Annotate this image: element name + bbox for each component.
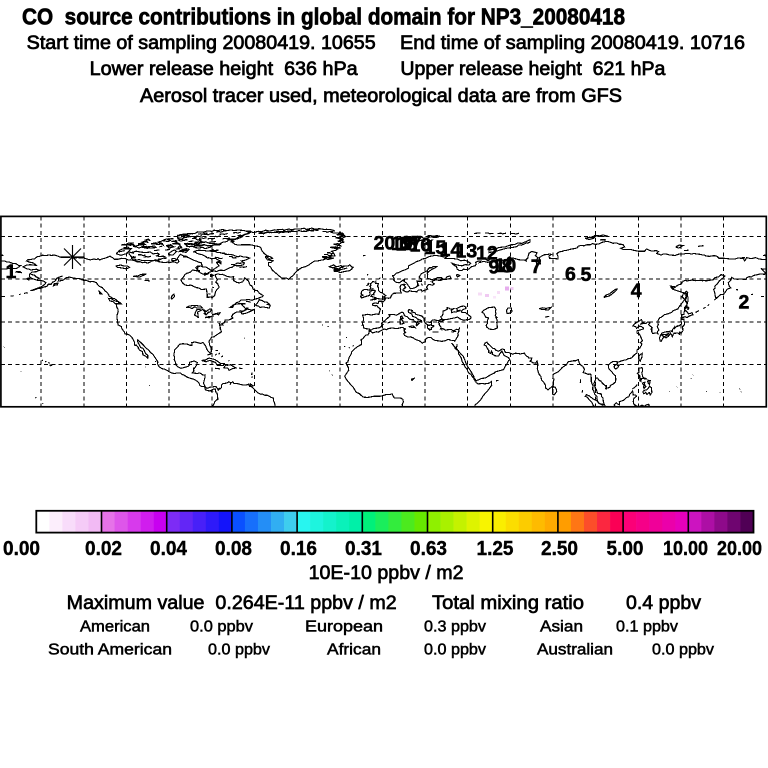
svg-text:European: European: [305, 619, 383, 636]
svg-text:10E-10 ppbv / m2: 10E-10 ppbv / m2: [309, 563, 464, 584]
svg-text:6: 6: [565, 264, 576, 286]
svg-text:Aerosol tracer used, meteorolo: Aerosol tracer used, meteorological data…: [140, 86, 622, 107]
svg-text:15: 15: [425, 237, 447, 259]
svg-text:0.16: 0.16: [280, 538, 317, 560]
svg-text:0.00: 0.00: [3, 538, 40, 560]
svg-text:2.50: 2.50: [541, 538, 578, 560]
svg-text:5.00: 5.00: [607, 538, 644, 560]
svg-text:7: 7: [531, 256, 542, 278]
svg-text:4: 4: [631, 280, 642, 302]
svg-text:Total mixing ratio: Total mixing ratio: [432, 593, 584, 614]
svg-text:16: 16: [410, 235, 432, 257]
svg-text:0.1 ppbv: 0.1 ppbv: [616, 619, 678, 636]
svg-text:0.31: 0.31: [345, 538, 382, 560]
svg-text:End time of sampling 20080419.: End time of sampling 20080419. 10716: [400, 33, 745, 54]
svg-text:0.02: 0.02: [85, 538, 122, 560]
svg-text:1.25: 1.25: [477, 538, 514, 560]
svg-text:5: 5: [581, 264, 592, 286]
svg-text:Start time of sampling 2008041: Start time of sampling 20080419. 10655: [27, 33, 376, 54]
svg-text:0.0 ppbv: 0.0 ppbv: [424, 642, 486, 659]
svg-text:0.04: 0.04: [150, 538, 188, 560]
svg-text:0.0 ppbv: 0.0 ppbv: [190, 619, 253, 636]
svg-text:0.3 ppbv: 0.3 ppbv: [424, 619, 486, 636]
svg-text:African: African: [327, 642, 381, 659]
svg-text:13: 13: [456, 241, 478, 263]
svg-text:Maximum value 0.264E-11 ppbv: Maximum value 0.264E-11 ppbv / m2: [67, 593, 397, 614]
svg-text:2: 2: [739, 291, 750, 313]
svg-text:CO source contributions in gl: CO source contributions in global domain…: [22, 3, 625, 29]
svg-text:8: 8: [502, 256, 513, 278]
svg-text:9: 9: [489, 257, 500, 279]
svg-text:Lower release height 636 hPa: Lower release height 636 hPa: [90, 59, 358, 80]
svg-text:South American: South American: [48, 642, 172, 659]
svg-text:1: 1: [6, 261, 17, 283]
svg-text:18: 18: [396, 234, 418, 256]
svg-text:10: 10: [495, 255, 517, 277]
svg-text:10.00: 10.00: [663, 538, 708, 560]
svg-text:17: 17: [400, 233, 422, 255]
svg-text:0.63: 0.63: [410, 538, 447, 560]
svg-text:20.00: 20.00: [717, 538, 762, 560]
svg-text:0.08: 0.08: [215, 538, 252, 560]
svg-text:American: American: [80, 619, 150, 636]
svg-text:12: 12: [476, 243, 498, 265]
svg-text:Asian: Asian: [540, 619, 583, 636]
svg-text:Upper release height 621 hPa: Upper release height 621 hPa: [400, 59, 665, 80]
svg-text:0.0 ppbv: 0.0 ppbv: [652, 642, 714, 659]
svg-text:0.0 ppbv: 0.0 ppbv: [208, 642, 270, 659]
svg-text:20: 20: [374, 233, 396, 255]
svg-text:Australian: Australian: [537, 642, 613, 659]
svg-text:0.4 ppbv: 0.4 ppbv: [626, 593, 701, 614]
svg-text:14: 14: [440, 239, 462, 261]
svg-text:19: 19: [391, 233, 413, 255]
